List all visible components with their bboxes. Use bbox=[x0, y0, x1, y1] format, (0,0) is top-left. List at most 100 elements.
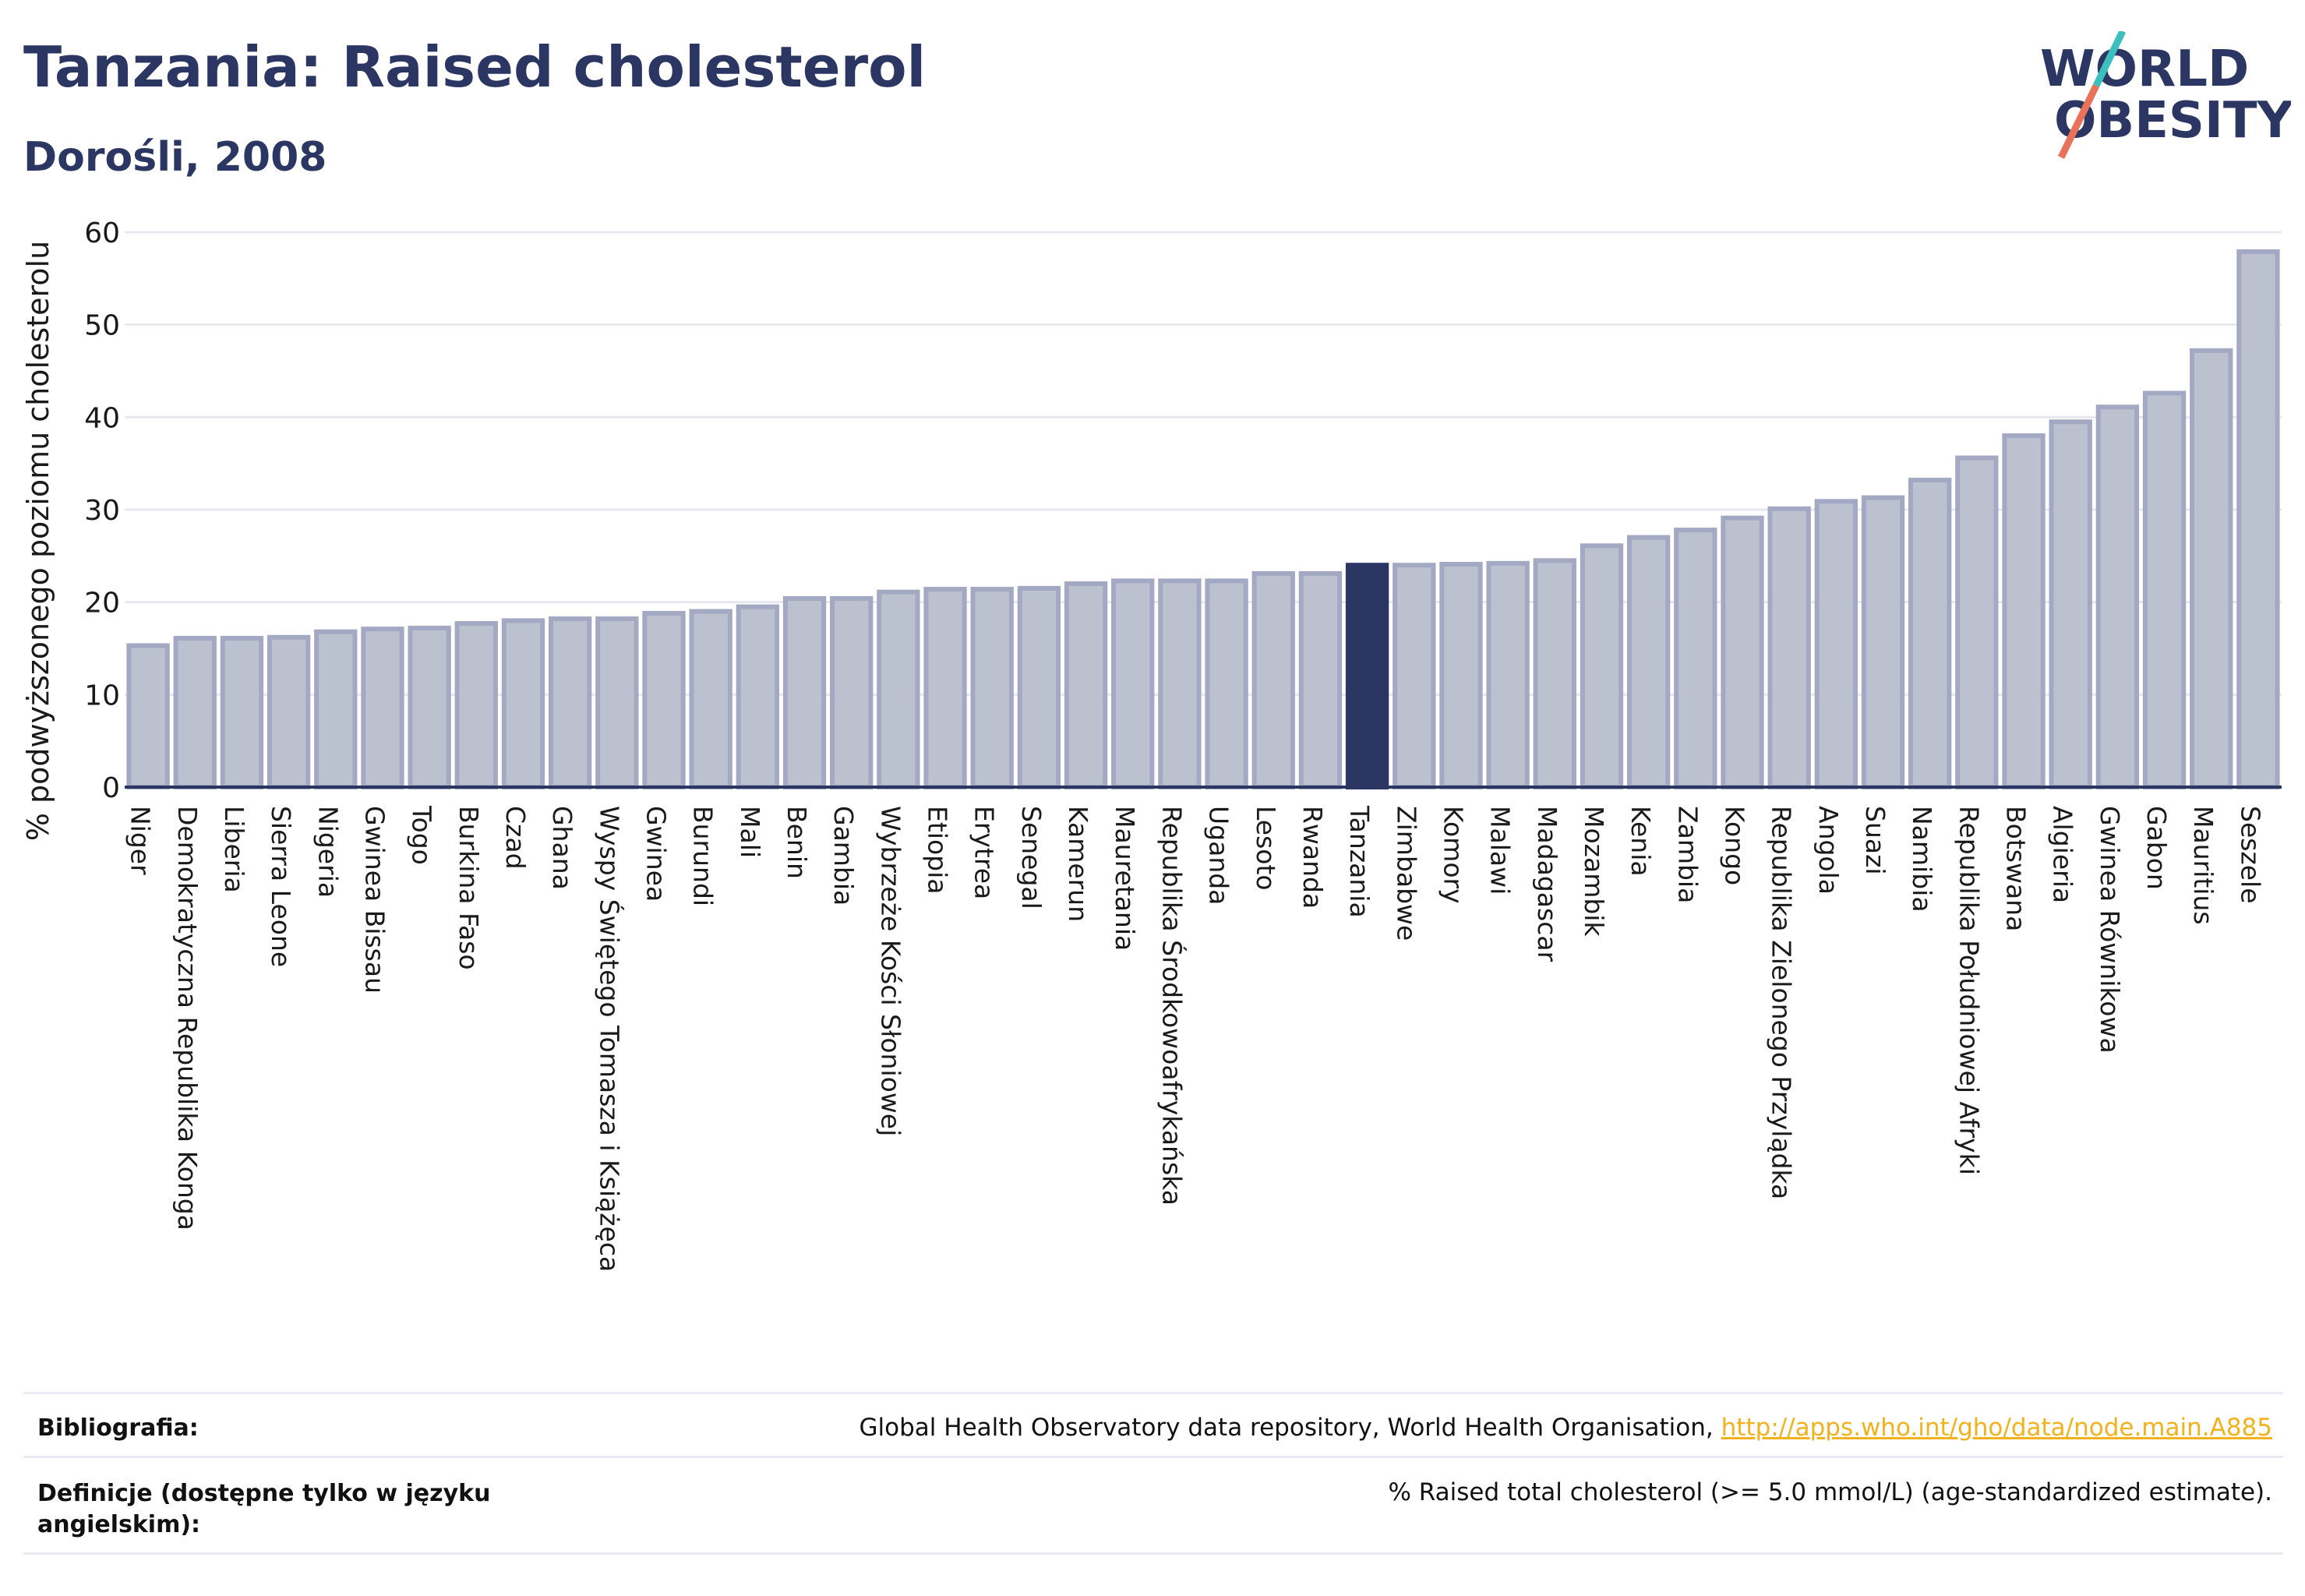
bar bbox=[2142, 390, 2187, 789]
definitions-label: Definicje (dostępne tylko w języku angie… bbox=[37, 1478, 490, 1541]
bars bbox=[126, 249, 2280, 790]
y-axis-label: % podwyższonego poziomu cholesterolu bbox=[21, 241, 55, 841]
definitions-label-line1: Definicje (dostępne tylko w języku bbox=[37, 1480, 491, 1507]
definitions-label-line2: angielskim): bbox=[37, 1511, 201, 1538]
x-tick-label: Malawi bbox=[1485, 806, 1516, 895]
x-tick-label: Kongo bbox=[1720, 806, 1750, 885]
bar bbox=[2049, 419, 2092, 789]
x-tick-label: Republika Środkowoafrykańska bbox=[1156, 806, 1188, 1206]
x-tick-label: Czad bbox=[500, 806, 531, 870]
x-tick-label: Gwinea Równikowa bbox=[2095, 806, 2125, 1054]
x-tick-label: Nigeria bbox=[312, 806, 343, 898]
x-tick-label: Gwinea Bissau bbox=[359, 806, 390, 994]
x-tick-label: Mali bbox=[735, 806, 765, 858]
x-tick-label: Komory bbox=[1438, 806, 1468, 904]
y-tick-label: 40 bbox=[84, 402, 120, 434]
bar bbox=[642, 610, 686, 790]
bar bbox=[126, 643, 170, 789]
bar bbox=[1393, 563, 1436, 789]
x-tick-label: Sierra Leone bbox=[266, 806, 296, 967]
x-tick-label: Burundi bbox=[688, 806, 718, 906]
logo-text-obesity: OBESITY bbox=[2054, 92, 2291, 150]
x-tick-label: Burkina Faso bbox=[454, 806, 484, 970]
x-tick-label: Erytrea bbox=[969, 806, 1000, 899]
x-tick-label: Niger bbox=[125, 806, 156, 875]
bibliography-label: Bibliografia: bbox=[37, 1414, 199, 1442]
bar bbox=[2190, 348, 2233, 790]
x-tick-label: Mozambik bbox=[1579, 806, 1609, 937]
x-tick-label: Tanzania bbox=[1344, 805, 1375, 918]
bar bbox=[1205, 578, 1248, 790]
x-tick-label: Uganda bbox=[1204, 806, 1234, 905]
bar bbox=[1955, 455, 1999, 790]
bar bbox=[782, 595, 827, 789]
footer-row-bibliography: Bibliografia: Global Health Observatory … bbox=[23, 1392, 2283, 1458]
bar bbox=[2236, 249, 2280, 790]
x-tick-label: Ghana bbox=[547, 806, 577, 890]
bar-highlighted bbox=[1345, 563, 1389, 789]
bar bbox=[1017, 585, 1061, 789]
x-tick-label: Angola bbox=[1813, 806, 1844, 895]
bar bbox=[408, 625, 451, 789]
bar bbox=[2002, 433, 2046, 789]
x-tick-label: Suazi bbox=[1860, 806, 1890, 875]
bar bbox=[220, 635, 264, 789]
world-obesity-logo: WORLD OBESITY bbox=[2040, 31, 2291, 159]
footer-bottom-line bbox=[23, 1552, 2283, 1555]
bar bbox=[970, 587, 1014, 790]
bar bbox=[1533, 558, 1576, 789]
x-tick-label: Kamerun bbox=[1063, 806, 1093, 922]
bar bbox=[689, 609, 732, 789]
bibliography-link[interactable]: http://apps.who.int/gho/data/node.main.A… bbox=[1721, 1414, 2272, 1442]
x-axis-labels: Niger Demokratyczna Republika Konga Liberi… bbox=[125, 805, 2266, 1272]
bibliography-text: Global Health Observatory data repositor… bbox=[859, 1414, 1721, 1442]
bar bbox=[1064, 581, 1108, 790]
bar bbox=[1251, 570, 1295, 789]
bar bbox=[1814, 499, 1858, 789]
y-tick-label: 0 bbox=[102, 772, 120, 804]
x-tick-label: Wyspy Świętego Tomasza i Książęca bbox=[594, 806, 625, 1272]
bar bbox=[1767, 506, 1811, 790]
x-tick-label: Mauritius bbox=[2188, 806, 2219, 925]
footer-row-definitions: Definicje (dostępne tylko w języku angie… bbox=[23, 1456, 2283, 1555]
x-tick-label: Demokratyczna Republika Konga bbox=[172, 806, 203, 1231]
bar bbox=[1486, 560, 1530, 789]
x-tick-label: Kenia bbox=[1626, 806, 1656, 877]
bar bbox=[1111, 578, 1155, 790]
bar-chart: 0 10 20 30 40 50 60 Niger Demokratyczna Republi… bbox=[21, 217, 2282, 1272]
y-tick-label: 30 bbox=[84, 495, 120, 527]
bar bbox=[1158, 578, 1202, 790]
y-tick-label: 60 bbox=[84, 217, 120, 249]
x-tick-label: Zambia bbox=[1672, 806, 1703, 903]
x-tick-label: Namibia bbox=[1907, 806, 1937, 913]
x-tick-label: Rwanda bbox=[1297, 806, 1328, 909]
bar bbox=[1674, 528, 1717, 790]
bar bbox=[1861, 495, 1905, 789]
bar bbox=[267, 634, 311, 790]
y-tick-label: 50 bbox=[84, 310, 120, 342]
bar bbox=[314, 629, 358, 790]
bar bbox=[1298, 570, 1343, 789]
y-axis-ticks: 0 10 20 30 40 50 60 bbox=[84, 217, 120, 804]
x-tick-label: Wybrzeże Kości Słoniowej bbox=[875, 806, 905, 1136]
chart-title: Tanzania: Raised cholesterol bbox=[23, 34, 927, 100]
x-tick-label: Lesoto bbox=[1251, 806, 1281, 891]
x-tick-label: Gabon bbox=[2141, 806, 2172, 890]
definitions-value: % Raised total cholesterol (>= 5.0 mmol/… bbox=[1388, 1478, 2272, 1506]
bar bbox=[830, 595, 874, 789]
bibliography-value: Global Health Observatory data repositor… bbox=[860, 1414, 2272, 1442]
x-tick-label: Togo bbox=[407, 805, 437, 865]
y-tick-label: 10 bbox=[84, 680, 120, 711]
bar bbox=[454, 620, 498, 790]
bar bbox=[1908, 478, 1952, 789]
x-tick-label: Benin bbox=[782, 806, 812, 879]
x-tick-label: Senegal bbox=[1016, 806, 1047, 909]
footer: Bibliografia: Global Health Observatory … bbox=[23, 1392, 2283, 1563]
y-tick-label: 20 bbox=[84, 588, 120, 620]
x-tick-label: Botswana bbox=[2001, 806, 2031, 931]
bar bbox=[877, 589, 920, 790]
bar bbox=[1626, 535, 1671, 789]
chart-subtitle: Dorośli, 2008 bbox=[23, 134, 327, 181]
bar bbox=[173, 635, 217, 789]
bar bbox=[595, 616, 639, 789]
